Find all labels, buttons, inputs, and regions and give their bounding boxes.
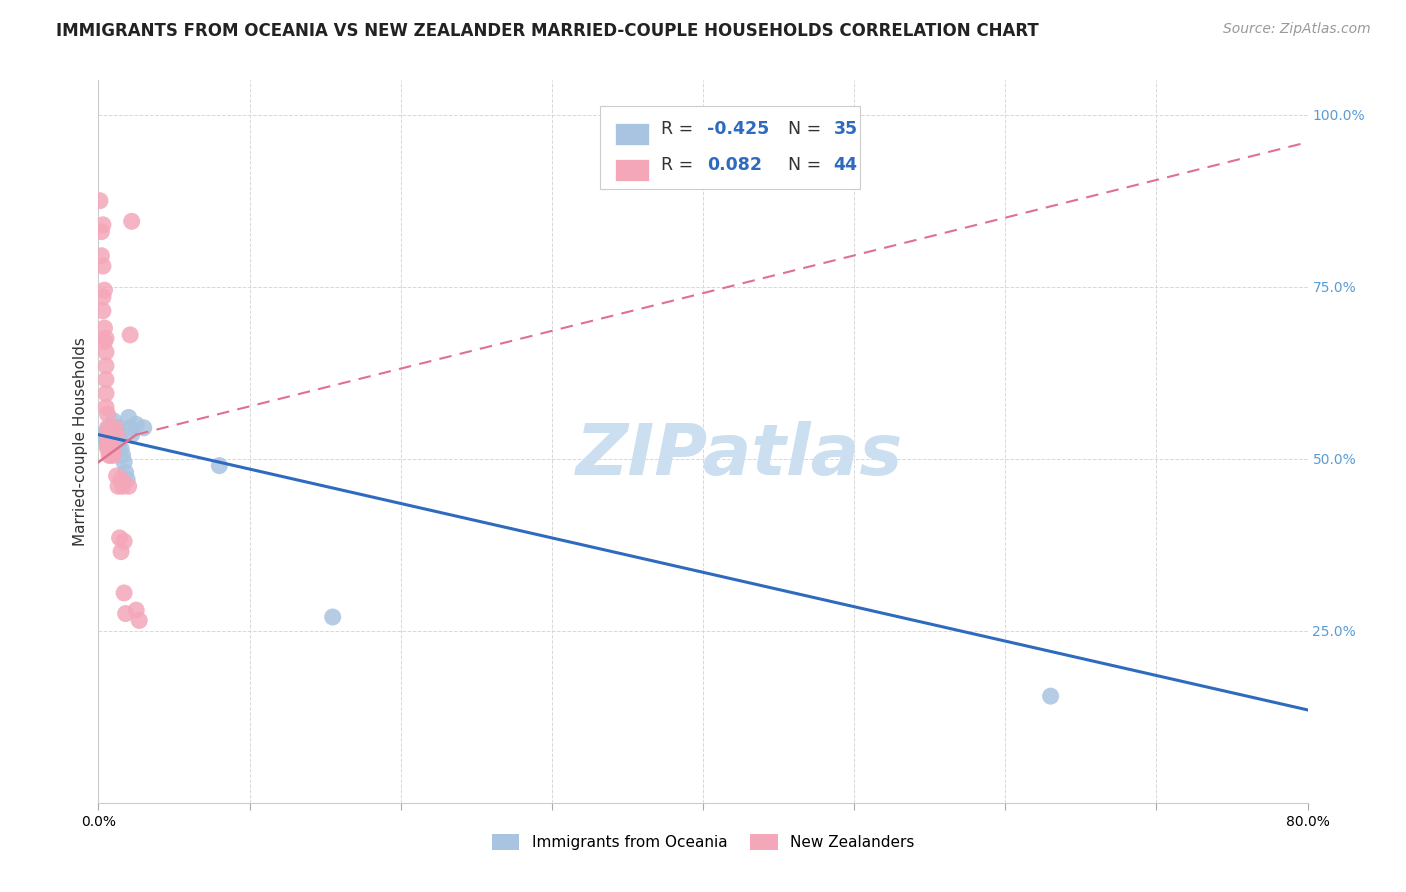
Point	[96, 434, 118, 449]
Y-axis label: Married-couple Households: Married-couple Households	[73, 337, 89, 546]
Text: 35: 35	[834, 120, 858, 137]
Point	[98, 442, 121, 456]
Point	[98, 434, 121, 449]
Point	[111, 448, 134, 462]
Point	[103, 448, 125, 462]
Point	[90, 225, 112, 239]
Point	[91, 427, 114, 442]
Point	[96, 442, 118, 456]
Point	[105, 427, 128, 442]
Point	[112, 455, 135, 469]
Point	[96, 407, 118, 421]
Point	[114, 607, 136, 621]
Point	[91, 259, 114, 273]
Text: Source: ZipAtlas.com: Source: ZipAtlas.com	[1223, 22, 1371, 37]
Point	[107, 421, 129, 435]
Point	[125, 603, 148, 617]
Text: IMMIGRANTS FROM OCEANIA VS NEW ZEALANDER MARRIED-COUPLE HOUSEHOLDS CORRELATION C: IMMIGRANTS FROM OCEANIA VS NEW ZEALANDER…	[56, 22, 1039, 40]
Point	[96, 427, 118, 442]
Point	[101, 442, 124, 456]
Text: ZIPatlas: ZIPatlas	[575, 422, 903, 491]
Point	[96, 421, 118, 435]
Point	[104, 421, 127, 435]
Point	[91, 303, 114, 318]
Point	[108, 431, 131, 445]
Point	[94, 359, 117, 373]
Point	[100, 438, 122, 452]
Text: N =: N =	[787, 156, 827, 174]
Point	[112, 534, 135, 549]
Point	[98, 448, 121, 462]
Point	[90, 249, 112, 263]
Point	[105, 442, 128, 456]
Point	[121, 214, 143, 228]
Point	[125, 417, 148, 432]
Point	[94, 345, 117, 359]
Point	[104, 421, 127, 435]
Legend: Immigrants from Oceania, New Zealanders: Immigrants from Oceania, New Zealanders	[485, 829, 921, 856]
Point	[93, 334, 115, 349]
Point	[105, 469, 128, 483]
Point	[208, 458, 231, 473]
Point	[110, 472, 132, 486]
Text: 44: 44	[834, 156, 858, 174]
Point	[104, 434, 127, 449]
Point	[93, 283, 115, 297]
Point	[94, 331, 117, 345]
Point	[94, 373, 117, 387]
Point	[91, 290, 114, 304]
Point	[101, 445, 124, 459]
Point	[94, 386, 117, 401]
Point	[115, 472, 138, 486]
Point	[107, 479, 129, 493]
Point	[103, 427, 125, 442]
Text: R =: R =	[661, 120, 699, 137]
Point	[100, 438, 122, 452]
Point	[100, 427, 122, 442]
Point	[118, 479, 141, 493]
Point	[105, 427, 128, 442]
Point	[94, 400, 117, 414]
Text: N =: N =	[787, 120, 827, 137]
Text: R =: R =	[661, 156, 699, 174]
FancyBboxPatch shape	[600, 105, 860, 189]
Point	[96, 438, 118, 452]
Point	[108, 531, 131, 545]
Point	[132, 421, 155, 435]
Point	[101, 431, 124, 445]
Point	[89, 194, 111, 208]
Point	[120, 327, 142, 342]
Point	[93, 427, 115, 442]
Bar	[614, 159, 648, 181]
Point	[110, 544, 132, 558]
Point	[128, 614, 150, 628]
Point	[103, 414, 125, 428]
Point	[1039, 689, 1062, 703]
Point	[114, 466, 136, 480]
Point	[118, 410, 141, 425]
Bar	[614, 123, 648, 145]
Point	[98, 421, 121, 435]
Point	[112, 586, 135, 600]
Point	[96, 431, 118, 445]
Point	[107, 438, 129, 452]
Text: 0.082: 0.082	[707, 156, 762, 174]
Point	[322, 610, 344, 624]
Point	[121, 427, 143, 442]
Point	[91, 218, 114, 232]
Point	[111, 479, 134, 493]
Point	[100, 448, 122, 462]
Point	[94, 427, 117, 442]
Point	[103, 442, 125, 456]
Point	[110, 442, 132, 456]
Point	[98, 427, 121, 442]
Point	[93, 321, 115, 335]
Point	[94, 434, 117, 449]
Text: -0.425: -0.425	[707, 120, 769, 137]
Point	[120, 421, 142, 435]
